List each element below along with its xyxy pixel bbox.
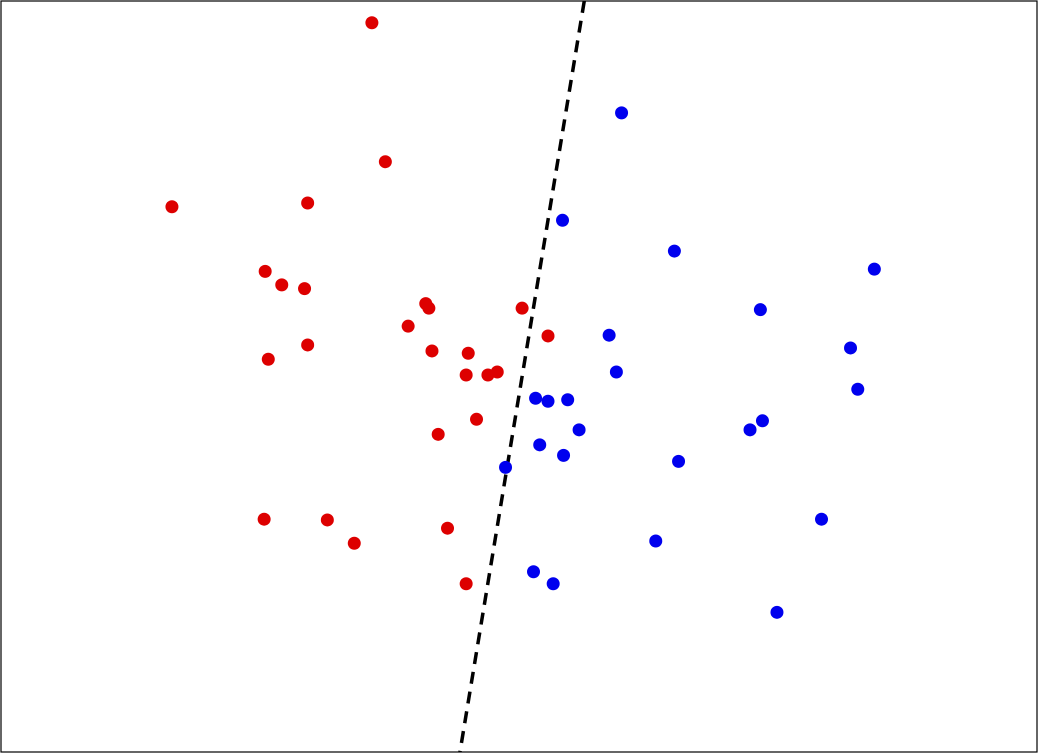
data-point-series-0	[459, 577, 473, 591]
data-point-series-0	[365, 16, 379, 30]
data-point-series-0	[378, 155, 392, 169]
data-point-series-0	[261, 352, 275, 366]
data-point-series-1	[743, 423, 757, 437]
data-point-series-0	[461, 346, 475, 360]
data-point-series-1	[867, 262, 881, 276]
data-point-series-1	[541, 394, 555, 408]
data-point-series-0	[541, 329, 555, 343]
data-point-series-1	[851, 382, 865, 396]
data-point-series-1	[667, 244, 681, 258]
data-point-series-0	[422, 301, 436, 315]
data-point-series-0	[459, 368, 473, 382]
data-point-series-0	[301, 338, 315, 352]
data-point-series-0	[320, 513, 334, 527]
data-point-series-1	[561, 393, 575, 407]
data-point-series-1	[672, 454, 686, 468]
data-point-series-1	[572, 423, 586, 437]
data-point-series-0	[425, 344, 439, 358]
data-point-series-0	[298, 282, 312, 296]
data-point-series-0	[470, 412, 484, 426]
data-point-series-0	[431, 427, 445, 441]
data-point-series-0	[258, 264, 272, 278]
data-point-series-1	[753, 303, 767, 317]
data-point-series-0	[165, 200, 179, 214]
data-point-series-0	[401, 319, 415, 333]
data-point-series-0	[490, 365, 504, 379]
data-point-series-1	[529, 391, 543, 405]
data-point-series-1	[609, 365, 623, 379]
data-point-series-0	[257, 512, 271, 526]
data-point-series-1	[649, 534, 663, 548]
data-point-series-1	[499, 460, 513, 474]
data-point-series-1	[533, 438, 547, 452]
data-point-series-1	[557, 448, 571, 462]
data-point-series-1	[602, 328, 616, 342]
data-point-series-0	[515, 301, 529, 315]
data-point-series-1	[615, 106, 629, 120]
data-point-series-1	[556, 213, 570, 227]
data-point-series-1	[527, 565, 541, 579]
data-point-series-1	[815, 512, 829, 526]
data-point-series-1	[546, 577, 560, 591]
data-point-series-0	[301, 196, 315, 210]
data-point-series-0	[347, 536, 361, 550]
data-point-series-0	[441, 521, 455, 535]
data-point-series-1	[844, 341, 858, 355]
data-point-series-1	[770, 605, 784, 619]
data-point-series-0	[275, 278, 289, 292]
data-point-series-1	[755, 414, 769, 428]
decision-boundary-line	[458, 0, 586, 753]
